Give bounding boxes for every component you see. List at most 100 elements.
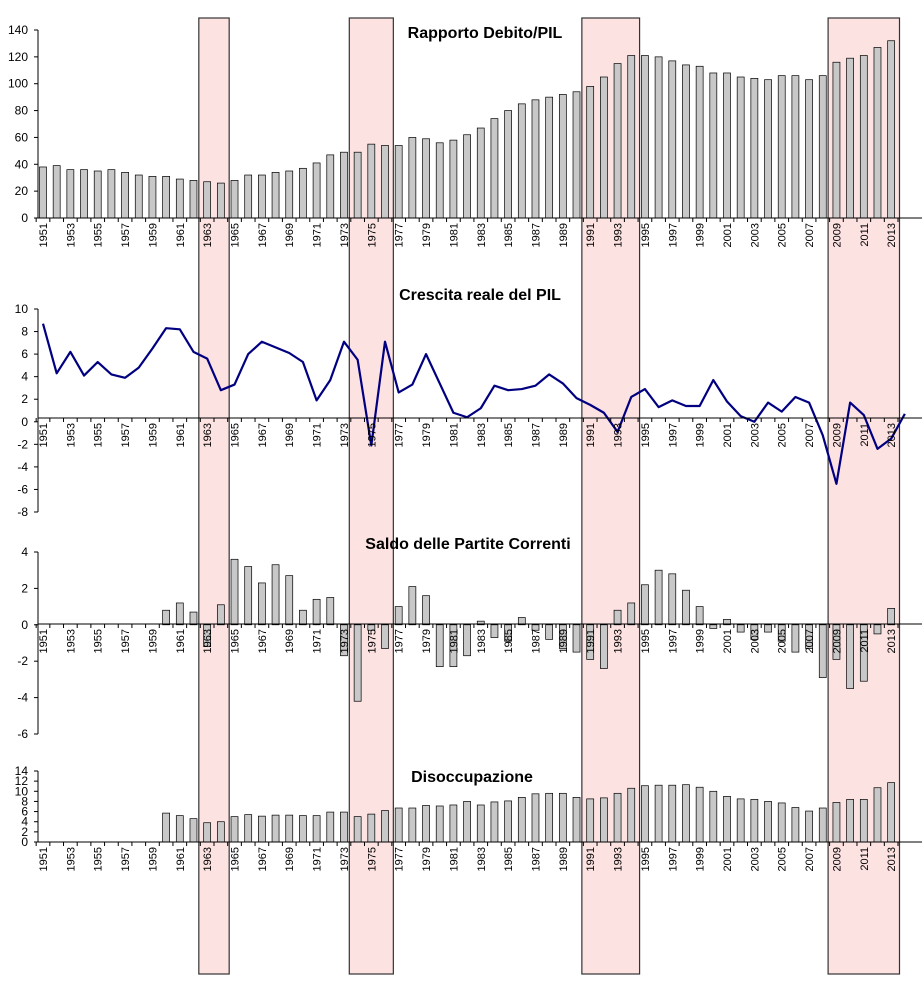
bar-2003 xyxy=(750,799,759,843)
bar-1962 xyxy=(189,180,198,219)
x-tick-label: 1979 xyxy=(421,223,433,247)
x-tick-label: 1969 xyxy=(284,223,296,247)
bar-1993 xyxy=(613,609,622,626)
x-tick-label: 1957 xyxy=(120,223,132,247)
bar-1973 xyxy=(340,624,348,657)
bar-2005 xyxy=(777,75,786,219)
x-tick-label: 2001 xyxy=(722,847,734,871)
y-tick-label: 140 xyxy=(8,23,28,37)
x-tick-label: 1961 xyxy=(175,629,187,653)
bar-2010 xyxy=(846,624,854,689)
x-tick-label: 1971 xyxy=(312,223,324,247)
bar-2012 xyxy=(873,787,882,843)
x-tick-label: 2003 xyxy=(749,223,761,247)
y-tick-label: 4 xyxy=(21,370,28,384)
unemployment-bars xyxy=(162,782,896,843)
bar-1969 xyxy=(285,575,294,626)
x-tick-label: 1993 xyxy=(613,629,625,653)
x-tick-label: 1967 xyxy=(257,223,269,247)
bar-1982 xyxy=(463,801,471,843)
y-tick-label: -4 xyxy=(17,691,28,705)
bar-1996 xyxy=(654,56,663,219)
x-tick-label: 1951 xyxy=(38,423,50,447)
x-tick-label: 1971 xyxy=(312,423,324,447)
x-tick-label: 2013 xyxy=(886,847,898,871)
bar-2004 xyxy=(764,801,772,843)
bar-2009 xyxy=(832,624,841,660)
x-tick-label: 1973 xyxy=(339,223,351,247)
debt-to-gdp-axes: 0 20 40 60 80 100 120 140 1951 1953 1955 1957 1959 19… xyxy=(8,23,922,247)
y-tick-label: 10 xyxy=(15,302,29,316)
bar-1964 xyxy=(216,821,225,843)
bar-1979 xyxy=(422,805,430,843)
bar-1987 xyxy=(531,793,540,843)
x-tick-label: 1957 xyxy=(120,847,132,871)
x-tick-label: 1953 xyxy=(65,423,77,447)
current-account-bars xyxy=(162,558,896,702)
x-tick-label: 2005 xyxy=(777,223,789,247)
y-tick-label: 0 xyxy=(21,415,28,429)
x-tick-label: 1953 xyxy=(65,223,77,247)
x-tick-label: 1993 xyxy=(613,847,625,871)
bar-1981 xyxy=(449,139,458,219)
x-tick-label: 1981 xyxy=(448,423,460,447)
bar-1981 xyxy=(449,624,458,668)
bar-1999 xyxy=(695,606,704,626)
chart-title-real-gdp-growth: Crescita reale del PIL xyxy=(399,287,561,304)
x-tick-label: 1957 xyxy=(120,629,132,653)
bar-2013 xyxy=(887,782,896,843)
bar-1958 xyxy=(134,174,143,219)
bar-2000 xyxy=(709,624,718,629)
x-tick-label: 1963 xyxy=(202,423,214,447)
x-tick-label: 1995 xyxy=(640,847,652,871)
bar-1994 xyxy=(627,787,636,843)
bar-1983 xyxy=(476,620,485,626)
bar-2001 xyxy=(723,796,731,843)
bar-1966 xyxy=(244,566,253,626)
x-tick-label: 1969 xyxy=(284,629,296,653)
x-tick-label: 2001 xyxy=(722,629,734,653)
bar-1976 xyxy=(381,810,389,843)
bar-1997 xyxy=(668,784,677,843)
bar-1986 xyxy=(517,617,526,626)
x-tick-label: 1959 xyxy=(147,423,159,447)
bar-1991 xyxy=(586,624,595,660)
bar-2013 xyxy=(887,608,896,626)
bar-1997 xyxy=(668,573,677,626)
bar-1967 xyxy=(258,174,266,219)
x-tick-label: 1957 xyxy=(120,423,132,447)
x-tick-label: 1967 xyxy=(257,423,269,447)
bar-1990 xyxy=(572,797,581,843)
bar-2001 xyxy=(723,72,731,219)
x-tick-label: 1999 xyxy=(695,847,707,871)
bar-2003 xyxy=(750,77,759,219)
x-tick-label: 2001 xyxy=(722,423,734,447)
bar-1986 xyxy=(517,797,526,843)
x-tick-label: 1977 xyxy=(394,629,406,653)
bar-1975 xyxy=(367,813,376,843)
bar-1985 xyxy=(504,624,512,642)
bar-1960 xyxy=(162,176,170,219)
x-tick-label: 1959 xyxy=(147,847,159,871)
bar-1969 xyxy=(285,814,294,843)
x-tick-label: 1997 xyxy=(667,423,679,447)
bar-1962 xyxy=(189,611,198,626)
y-tick-label: 40 xyxy=(15,157,29,171)
bar-1998 xyxy=(682,64,690,219)
x-tick-label: 1975 xyxy=(366,629,378,653)
recession-band-1 xyxy=(198,17,230,975)
x-tick-label: 1971 xyxy=(312,847,324,871)
bar-1992 xyxy=(600,76,608,219)
y-tick-label: 4 xyxy=(21,815,28,829)
bar-1960 xyxy=(162,609,170,626)
bar-2009 xyxy=(832,802,841,843)
bar-1975 xyxy=(367,143,376,219)
x-tick-label: 1981 xyxy=(448,629,460,653)
x-tick-label: 1985 xyxy=(503,629,515,653)
y-tick-label: 6 xyxy=(21,347,28,361)
x-tick-label: 2009 xyxy=(831,847,843,871)
bar-1961 xyxy=(175,815,184,843)
x-tick-label: 1983 xyxy=(476,847,488,871)
x-tick-label: 2007 xyxy=(804,423,816,447)
bar-1982 xyxy=(463,624,471,657)
